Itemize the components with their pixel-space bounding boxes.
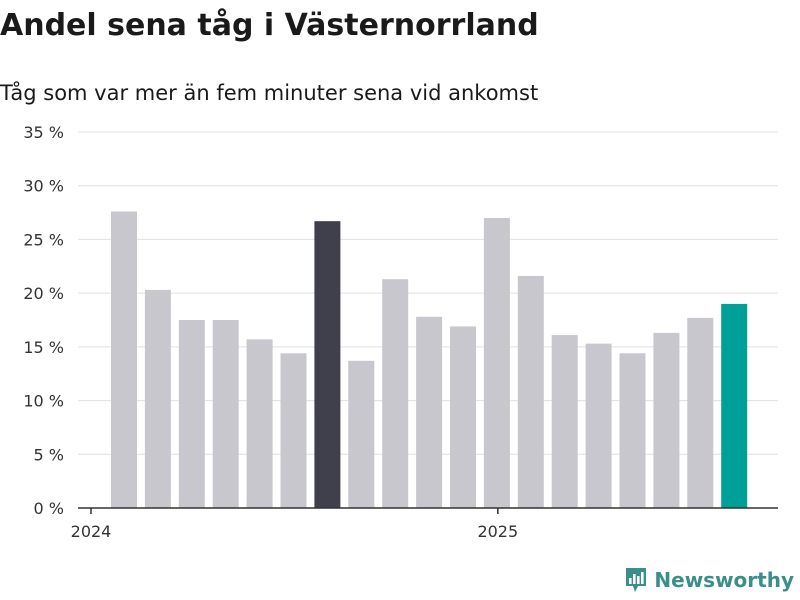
y-tick-label: 15 % <box>23 338 64 357</box>
x-tick-label: 2024 <box>71 522 112 541</box>
bar <box>144 289 171 508</box>
y-tick-label: 0 % <box>34 499 64 518</box>
bar <box>348 360 375 508</box>
y-tick-label: 10 % <box>23 392 64 411</box>
bar <box>619 353 646 508</box>
bar <box>551 335 578 508</box>
y-tick-label: 30 % <box>23 177 64 196</box>
bar <box>416 316 443 508</box>
newsworthy-chart-icon <box>626 568 647 592</box>
bar <box>178 320 205 508</box>
chart-subtitle: Tåg som var mer än fem minuter sena vid … <box>0 81 539 105</box>
bars <box>111 211 748 509</box>
y-axis-tick-labels: 0 % 5 % 10 % 15 % 20 % 25 % 30 % 35 % <box>23 123 64 518</box>
bar <box>314 221 341 508</box>
y-tick-label: 5 % <box>34 445 64 464</box>
bar <box>517 275 544 508</box>
bar <box>687 317 714 508</box>
bar <box>653 332 680 508</box>
x-axis <box>78 507 778 514</box>
bar <box>246 339 273 508</box>
bar <box>382 279 409 508</box>
bar <box>450 326 476 508</box>
newsworthy-logo: Newsworthy <box>624 566 794 594</box>
y-tick-label: 20 % <box>23 284 64 303</box>
bar <box>585 343 612 508</box>
bar <box>111 211 137 509</box>
bar <box>483 217 510 508</box>
x-tick-label: 2025 <box>477 522 518 541</box>
bar <box>721 303 748 508</box>
bar <box>212 320 239 508</box>
brand-name: Newsworthy <box>654 568 794 592</box>
bar <box>280 353 307 508</box>
chart-title: Andel sena tåg i Västernorrland <box>0 8 539 43</box>
x-axis-tick-labels: 2024 2025 <box>71 522 519 541</box>
y-tick-label: 25 % <box>23 230 64 249</box>
y-tick-label: 35 % <box>23 123 64 142</box>
